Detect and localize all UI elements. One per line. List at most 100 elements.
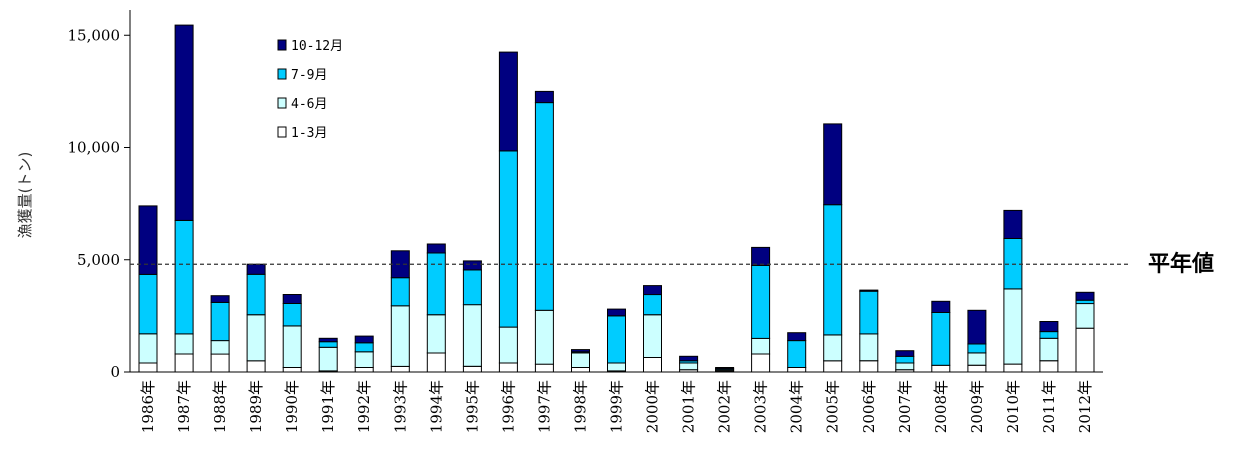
x-tick-label: 1999年 <box>608 380 626 433</box>
bar-segment <box>534 102 554 311</box>
bar-segment <box>787 340 807 369</box>
bar-segment <box>967 309 987 345</box>
bar-segment <box>210 295 230 303</box>
bar-segment <box>354 351 374 368</box>
bar-segment <box>462 365 482 373</box>
bar-segment <box>679 355 699 362</box>
x-tick-label: 2004年 <box>788 380 806 433</box>
bar-segment <box>246 360 266 373</box>
x-tick-label: 1996年 <box>499 380 517 433</box>
bar-segment <box>1039 337 1059 362</box>
bar-segment <box>1039 331 1059 339</box>
y-tick-label: 15,000 <box>68 26 121 44</box>
bar-segment <box>318 337 338 343</box>
x-tick-label: 2000年 <box>644 380 662 433</box>
x-tick-label: 1991年 <box>319 380 337 433</box>
legend-label: 4-6月 <box>291 97 327 112</box>
y-axis: 0 5,000 10,000 15,000 <box>68 10 131 381</box>
bar-segment <box>571 352 590 368</box>
bar-segment <box>679 362 699 371</box>
legend-label: 10-12月 <box>291 39 343 54</box>
bar-segment <box>967 352 987 366</box>
bar-segment <box>931 364 951 373</box>
bar-segment <box>462 269 482 306</box>
bar-segment <box>210 353 230 373</box>
bar-segment <box>462 304 482 367</box>
bar-segment <box>282 303 302 327</box>
legend-swatch <box>277 68 287 80</box>
bar-segment <box>498 362 518 373</box>
bar-segment <box>390 365 410 373</box>
x-tick-label: 1989年 <box>247 380 265 433</box>
x-tick-label: 1986年 <box>139 380 157 433</box>
bar-segment <box>607 315 626 364</box>
bar-segment <box>859 360 879 373</box>
legend-swatch <box>277 97 287 109</box>
bar-segment <box>895 350 915 357</box>
legend: 10-12月 7-9月 4-6月 1-3月 <box>277 39 343 141</box>
x-tick-label: 2008年 <box>932 380 950 433</box>
bar-segment <box>931 312 951 366</box>
bar-segment <box>174 333 194 355</box>
y-tick-label: 5,000 <box>77 251 120 269</box>
bar-segment <box>715 367 735 370</box>
reference-line: 平年値 <box>130 251 1214 277</box>
bar-segment <box>1003 363 1023 373</box>
bar-segment <box>534 90 554 104</box>
bar-segment <box>571 349 590 353</box>
bar-segment <box>751 337 771 355</box>
bar-segment <box>282 325 302 368</box>
x-tick-label: 2006年 <box>860 380 878 433</box>
bar-segment <box>210 340 230 355</box>
x-tick-label: 1993年 <box>391 380 409 433</box>
bar-segment <box>751 246 771 266</box>
bar-segment <box>643 356 662 373</box>
x-tick-label: 2010年 <box>1004 380 1022 433</box>
bar-segment <box>390 277 410 307</box>
bar-segment <box>138 362 158 373</box>
x-tick-label: 1988年 <box>211 380 229 433</box>
legend-swatch <box>277 39 287 51</box>
bar-segment <box>246 263 266 275</box>
bar-segment <box>751 353 771 373</box>
x-tick-label: 2005年 <box>824 380 842 433</box>
bar-segment <box>607 362 626 372</box>
bar-segment <box>282 294 302 304</box>
bar-segment <box>1075 291 1095 301</box>
x-tick-label: 1992年 <box>355 380 373 433</box>
bar-segment <box>138 205 158 275</box>
bar-segment <box>390 305 410 367</box>
bar-segment <box>931 300 951 313</box>
x-tick-label: 2001年 <box>680 380 698 433</box>
x-tick-label: 1990年 <box>283 380 301 433</box>
bar-segment <box>895 362 915 371</box>
bar-segment <box>318 346 338 372</box>
bar-segment <box>354 342 374 353</box>
bar-segment <box>174 220 194 335</box>
bar-segment <box>823 360 843 373</box>
y-axis-title: 漁獲量(トン) <box>16 152 34 239</box>
bar-segment <box>534 309 554 365</box>
bar-segment <box>787 367 807 373</box>
bar-segment <box>571 367 590 373</box>
bar-segment <box>859 333 879 362</box>
bar-segment <box>823 204 843 336</box>
x-tick-label: 1987年 <box>175 380 193 433</box>
bar-segment <box>210 301 230 342</box>
bar-segment <box>823 334 843 362</box>
x-tick-label: 2009年 <box>968 380 986 433</box>
bar-segment <box>1075 327 1095 373</box>
x-tick-label: 1995年 <box>463 380 481 433</box>
x-tick-label: 1994年 <box>427 380 445 433</box>
bar-segment <box>859 289 879 292</box>
bar-segment <box>354 367 374 373</box>
bar-segment <box>498 326 518 364</box>
bar-segment <box>246 314 266 362</box>
bar-segment <box>967 343 987 354</box>
bar-segment <box>643 285 662 296</box>
bar-segment <box>426 314 446 354</box>
bar-segment <box>534 363 554 373</box>
plot-area <box>138 24 1095 373</box>
bar-segment <box>246 273 266 316</box>
